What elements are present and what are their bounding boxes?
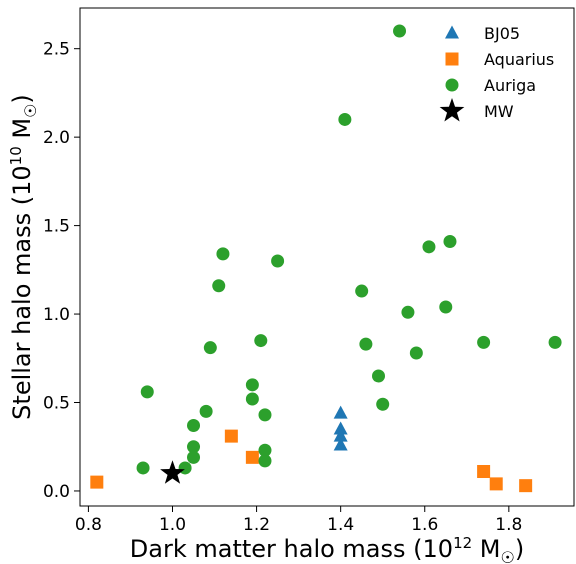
auriga-point [187, 450, 201, 464]
auriga-point [258, 443, 272, 457]
auriga-point [187, 440, 201, 454]
y-axis-label-text: Stellar halo mass (10 [8, 165, 36, 419]
auriga-point [187, 419, 201, 433]
aquarius-point [224, 429, 238, 443]
y-tick-label: 1.0 [43, 305, 70, 325]
legend-auriga-label: Auriga [484, 76, 536, 95]
x-axis-label-unit: M [472, 535, 500, 563]
aquarius-point [489, 477, 503, 491]
auriga-point [443, 235, 457, 249]
plot-frame [79, 7, 575, 507]
legend-bj05-marker [445, 25, 459, 39]
points-layer [90, 24, 562, 493]
aquarius-point [519, 479, 533, 493]
x-tick-label: 1.2 [243, 515, 270, 535]
x-tick-label: 1.0 [159, 515, 186, 535]
x-tick-label: 0.8 [75, 515, 102, 535]
auriga-point [372, 369, 386, 383]
auriga-point [245, 378, 259, 392]
y-axis-label-subscript: ☉ [21, 104, 40, 118]
x-tick-label: 1.8 [495, 515, 522, 535]
auriga-point [548, 335, 562, 349]
legend-mw-marker [439, 98, 465, 122]
y-tick-label: 2.5 [43, 40, 70, 60]
y-tick-label: 1.5 [43, 217, 70, 237]
auriga-point [477, 335, 491, 349]
auriga-point [338, 112, 352, 126]
bj05-point [333, 421, 348, 435]
legend-mw-label: MW [484, 102, 514, 121]
y-tick-label: 0.0 [43, 482, 70, 502]
legend-aquarius-label: Aquarius [484, 50, 554, 69]
x-axis-label-text: Dark matter halo mass (10 [130, 535, 453, 563]
bj05-point [333, 428, 348, 442]
legend: BJ05 Aquarius Auriga MW [439, 24, 554, 122]
x-axis-label-close: ) [515, 535, 524, 563]
mw-point [160, 460, 185, 484]
aquarius-point [90, 475, 104, 489]
y-axis-label-unit: M [8, 118, 36, 146]
x-tick-label: 1.4 [327, 515, 354, 535]
bj05-point [333, 437, 348, 451]
aquarius-point [245, 450, 259, 464]
auriga-point [271, 254, 285, 268]
auriga-point [199, 404, 213, 418]
legend-aquarius-marker [445, 52, 459, 66]
aquarius-point [477, 465, 491, 479]
auriga-point [136, 461, 150, 475]
auriga-point [393, 24, 407, 38]
auriga-point [258, 408, 272, 422]
auriga-point [254, 334, 268, 348]
auriga-point [422, 240, 436, 254]
y-tick-label: 2.0 [43, 128, 70, 148]
x-axis-label: Dark matter halo mass (1012 M☉) [130, 534, 524, 564]
auriga-point [245, 392, 259, 406]
y-axis-ticks: 0.0 0.5 1.0 1.5 2.0 2.5 [43, 40, 80, 502]
auriga-point [359, 337, 373, 351]
x-axis-ticks: 0.8 1.0 1.2 1.4 1.6 1.8 [75, 506, 522, 535]
y-axis-label-close: ) [8, 94, 36, 103]
y-axis-label-exponent: 10 [7, 146, 25, 165]
auriga-point [258, 454, 272, 468]
y-axis-label: Stellar halo mass (1010 M☉) [7, 94, 40, 420]
x-axis-label-exponent: 12 [453, 534, 472, 552]
auriga-point [439, 300, 453, 314]
auriga-point [355, 284, 369, 298]
legend-auriga-marker [445, 78, 459, 92]
auriga-point [401, 305, 415, 319]
auriga-point [376, 397, 390, 411]
y-tick-label: 0.5 [43, 394, 70, 414]
auriga-point [140, 385, 154, 399]
bj05-point [333, 405, 348, 419]
x-tick-label: 1.6 [411, 515, 438, 535]
auriga-point [203, 341, 217, 355]
auriga-point [212, 279, 226, 293]
auriga-point [216, 247, 230, 261]
legend-bj05-label: BJ05 [484, 24, 520, 43]
auriga-point [409, 346, 423, 360]
x-axis-label-subscript: ☉ [501, 548, 515, 564]
